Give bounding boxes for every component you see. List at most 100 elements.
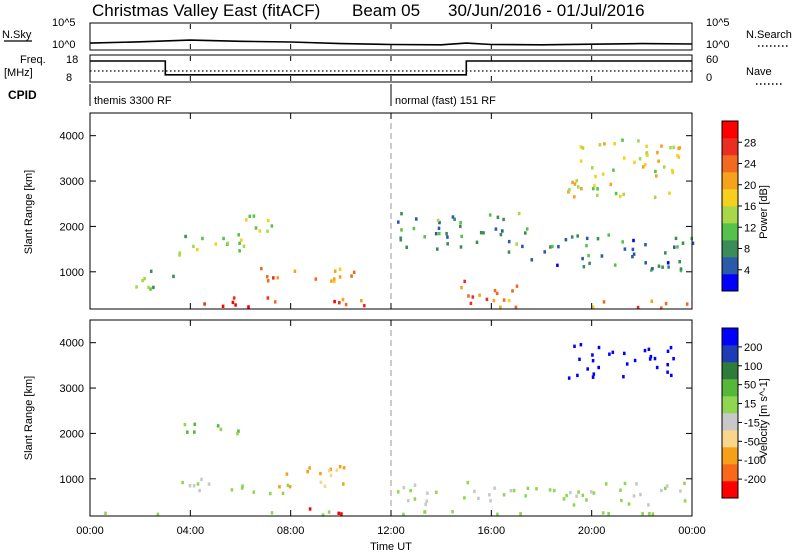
heatmap-cell <box>679 267 683 271</box>
heatmap-cell <box>196 247 199 252</box>
heatmap-cell <box>582 265 586 269</box>
heatmap-cell <box>661 265 664 269</box>
heatmap-cell <box>666 484 669 488</box>
heatmap-cell <box>649 354 653 359</box>
heatmap-cell <box>319 471 322 476</box>
heatmap-cell <box>622 375 625 379</box>
x-tick-label: 20:00 <box>578 525 606 537</box>
heatmap-cell <box>207 482 211 486</box>
heatmap-cell <box>214 242 218 246</box>
heatmap-cell <box>645 151 649 155</box>
heatmap-cell <box>580 187 583 191</box>
heatmap-cell <box>548 488 552 492</box>
heatmap-cell <box>141 278 144 283</box>
heatmap-cell <box>265 275 269 279</box>
heatmap-cell <box>329 473 333 478</box>
y-tick-label: 2000 <box>60 428 84 440</box>
heatmap-cell <box>236 431 239 436</box>
heatmap-cell <box>683 499 687 503</box>
heatmap-cell <box>573 344 576 348</box>
x-axis-label: Time UT <box>370 541 412 553</box>
heatmap-cell <box>463 279 466 284</box>
heatmap-cell <box>241 484 244 488</box>
colorbar-tick-label: 50 <box>744 380 756 392</box>
heatmap-cell <box>578 357 581 361</box>
heatmap-cell <box>645 144 648 148</box>
heatmap-cell <box>666 349 670 353</box>
heatmap-cell <box>512 488 516 493</box>
heatmap-cell <box>186 430 189 434</box>
heatmap-cell <box>614 191 618 196</box>
heatmap-cell <box>655 365 659 370</box>
heatmap-cell <box>571 180 574 185</box>
heatmap-cell <box>623 351 626 356</box>
heatmap-cell <box>248 214 252 218</box>
colorbar-swatch <box>722 362 738 380</box>
heatmap-cell <box>147 285 150 290</box>
heatmap-cell <box>409 488 412 493</box>
heatmap-cell <box>592 186 595 191</box>
heatmap-cell <box>672 145 675 149</box>
heatmap-cell <box>648 511 651 516</box>
power-panel: 4000 3000 2000 1000 Slant Range [km] <box>23 112 695 310</box>
heatmap-cell <box>676 245 679 249</box>
heatmap-cell <box>570 235 574 239</box>
heatmap-cell <box>445 232 448 236</box>
heatmap-cell <box>423 510 426 514</box>
freq-label-line2: [MHz] <box>4 67 33 79</box>
noise-tick-low-left: 10^0 <box>52 39 76 51</box>
heatmap-cell <box>593 184 596 188</box>
y-tick-label: 2000 <box>60 221 84 233</box>
heatmap-cell <box>612 168 615 172</box>
x-axis-ticks: 00:00 04:00 08:00 12:00 16:00 20:00 00:00 <box>76 24 706 537</box>
heatmap-cell <box>660 306 663 310</box>
heatmap-cell <box>575 494 578 498</box>
heatmap-cell <box>459 220 462 225</box>
heatmap-cell <box>407 498 410 503</box>
heatmap-cell <box>446 242 449 246</box>
heatmap-cell <box>413 483 417 487</box>
noise-series <box>89 39 693 46</box>
colorbar-tick-label: 15 <box>744 399 756 411</box>
heatmap-cell <box>200 477 203 482</box>
heatmap-cell <box>438 231 441 236</box>
heatmap-cell <box>581 146 585 150</box>
y-tick-label: 3000 <box>60 383 84 395</box>
heatmap-cell <box>660 144 663 148</box>
heatmap-cell <box>600 254 604 258</box>
colorbar-tick-label: -50 <box>744 436 760 448</box>
heatmap-cell <box>402 512 405 517</box>
heatmap-cell <box>230 488 234 492</box>
heatmap-cell <box>677 155 681 159</box>
heatmap-cell <box>198 488 201 493</box>
heatmap-cell <box>515 284 519 288</box>
heatmap-cell <box>203 302 206 306</box>
heatmap-cell <box>683 481 686 486</box>
x-tick-label: 04:00 <box>177 525 205 537</box>
heatmap-cell <box>644 243 647 247</box>
heatmap-cell <box>597 345 601 350</box>
heatmap-cell <box>397 220 400 224</box>
heatmap-cell <box>608 352 611 356</box>
heatmap-cell <box>459 245 463 249</box>
heatmap-cell <box>521 244 524 249</box>
heatmap-cell <box>482 231 485 235</box>
heatmap-cell <box>281 491 285 496</box>
heatmap-cell <box>495 291 499 296</box>
colorbar-tick-label: 12 <box>744 222 756 234</box>
heatmap-cell <box>650 299 654 303</box>
y-tick-label: 1000 <box>60 267 84 279</box>
heatmap-cell <box>308 466 311 470</box>
y-tick-label: 4000 <box>60 338 84 350</box>
heatmap-cell <box>327 510 331 514</box>
heatmap-cell <box>586 367 589 371</box>
heatmap-cell <box>270 511 274 515</box>
heatmap-cell <box>183 422 187 427</box>
heatmap-cell <box>434 232 438 236</box>
heatmap-cell <box>350 274 353 278</box>
colorbar-tick-label: -100 <box>744 455 766 467</box>
velocity-colorbar-label: Velocity [m s^-1] <box>758 378 770 458</box>
heatmap-cell <box>400 212 403 216</box>
frequency-panel: Freq. [MHz] 18 8 60 0 Nave <box>4 54 784 85</box>
